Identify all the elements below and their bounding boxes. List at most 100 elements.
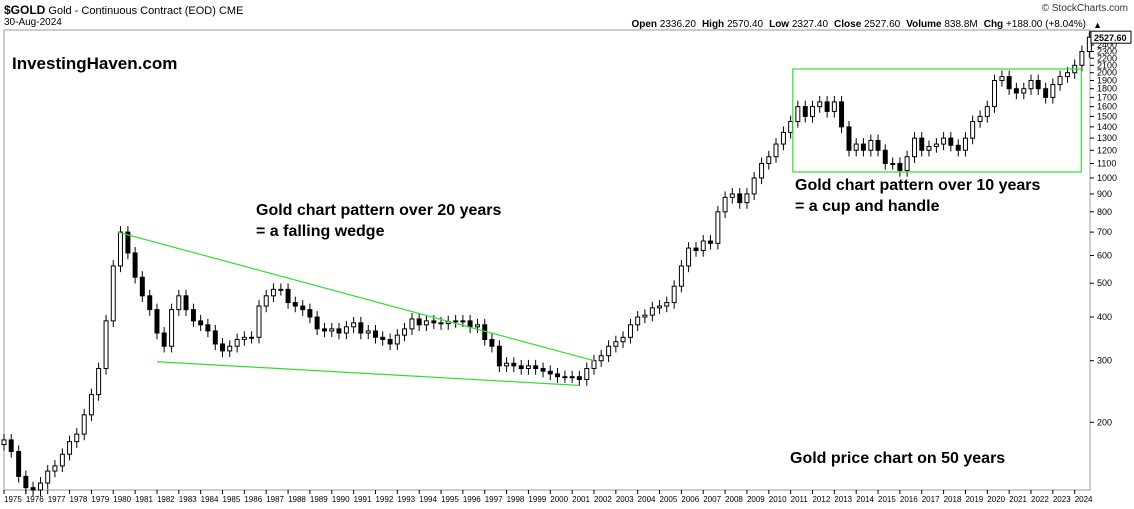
x-tick-label: 1992 [375, 495, 393, 504]
candle-down [161, 332, 167, 347]
y-tick-label: 1200 [1097, 145, 1117, 155]
candle-up [351, 322, 357, 328]
candle-up [664, 302, 670, 307]
candle-up [729, 193, 735, 198]
candle-up [890, 162, 896, 165]
candle-up [941, 137, 947, 145]
x-tick-label: 2016 [900, 495, 918, 504]
candle-up [962, 137, 968, 151]
x-tick-label: 2000 [550, 495, 568, 504]
x-tick-label: 1988 [288, 495, 306, 504]
candle-down [955, 144, 961, 151]
candle-down [416, 318, 422, 326]
candle-up [627, 324, 633, 338]
y-tick-label: 600 [1097, 250, 1112, 260]
ohlc-value-chg: +188.00 (+8.04%) [1005, 19, 1086, 30]
candle-up [525, 365, 531, 369]
candle-down [882, 149, 888, 164]
ohlc-label-close: Close [834, 19, 865, 30]
candle-up [1086, 36, 1092, 53]
y-tick-label: 300 [1097, 356, 1112, 366]
candle-up [1065, 72, 1070, 78]
candle-up [241, 336, 247, 340]
candle-up [1050, 84, 1056, 98]
x-tick-label: 2017 [922, 495, 940, 504]
x-tick-label: 2018 [944, 495, 962, 504]
x-tick-label: 2004 [638, 495, 656, 504]
candle-up [606, 345, 612, 357]
y-tick-label: 1800 [1097, 84, 1117, 94]
x-tick-label: 1996 [463, 495, 481, 504]
candle-down [139, 276, 145, 297]
fifty-year-caption: Gold price chart on 50 years [790, 450, 1006, 467]
candle-up [1028, 80, 1034, 90]
candle-up [110, 265, 116, 322]
x-tick-label: 2010 [769, 495, 787, 504]
candle-down [322, 328, 328, 332]
x-tick-label: 1980 [113, 495, 131, 504]
candle-up [598, 355, 604, 362]
candle-up [569, 376, 575, 379]
x-tick-label: 1978 [70, 495, 88, 504]
x-tick-label: 1987 [266, 495, 284, 504]
candle-up [329, 328, 335, 332]
candle-down [147, 295, 153, 311]
candle-up [74, 433, 80, 443]
candle-down [1006, 76, 1012, 90]
candle-down [737, 193, 743, 204]
candle-down [154, 309, 160, 334]
plot-frame [3, 29, 1091, 491]
candle-up [853, 143, 859, 151]
candle-up [613, 341, 619, 347]
ohlc-value-close: 2527.60 [864, 19, 901, 30]
candle-down [358, 322, 364, 334]
candle-up [453, 320, 459, 323]
x-tick-label: 2003 [616, 495, 634, 504]
x-tick-label: 1999 [528, 495, 546, 504]
candle-up [59, 453, 65, 467]
candle-down [307, 309, 313, 318]
candle-down [839, 101, 845, 128]
candle-down [919, 137, 925, 151]
candle-down [897, 162, 903, 172]
candle-up [460, 320, 466, 323]
candle-down [314, 316, 320, 330]
candle-down [1043, 88, 1049, 98]
x-tick-label: 2005 [660, 495, 678, 504]
candle-down [183, 295, 189, 311]
candle-up [256, 305, 262, 338]
candle-up [970, 121, 976, 139]
y-tick-label: 500 [1097, 278, 1112, 288]
candle-down [132, 252, 138, 278]
candle-up [933, 143, 939, 148]
candle-up [868, 139, 874, 151]
candle-down [380, 336, 386, 340]
wedge-annotation-line1: Gold chart pattern over 20 years [256, 202, 502, 219]
x-tick-label: 1991 [354, 495, 372, 504]
candle-up [999, 76, 1005, 82]
candle-up [984, 106, 990, 117]
candle-up [169, 309, 175, 347]
candle-down [23, 475, 29, 489]
x-tick-label: 2007 [703, 495, 721, 504]
candle-down [300, 305, 306, 311]
x-tick-label: 2024 [1075, 495, 1093, 504]
x-tick-label: 1981 [135, 495, 153, 504]
candle-up [635, 316, 641, 326]
candle-up [1079, 51, 1085, 66]
cup-annotation-line1: Gold chart pattern over 10 years [795, 177, 1041, 194]
candle-down [16, 450, 22, 477]
exchange-label: CME [218, 5, 244, 17]
x-tick-label: 2019 [965, 495, 983, 504]
y-tick-label: 1000 [1097, 173, 1117, 183]
candle-down [948, 137, 954, 146]
y-tick-label: 2000 [1097, 68, 1117, 78]
ohlc-value-low: 2327.40 [791, 19, 829, 30]
candle-up [780, 131, 786, 145]
x-tick-label: 1994 [419, 495, 437, 504]
x-tick-label: 1993 [397, 495, 415, 504]
y-tick-label: 2400 [1097, 40, 1117, 50]
y-tick-label: 1600 [1097, 102, 1117, 112]
x-tick-label: 1975 [4, 495, 22, 504]
